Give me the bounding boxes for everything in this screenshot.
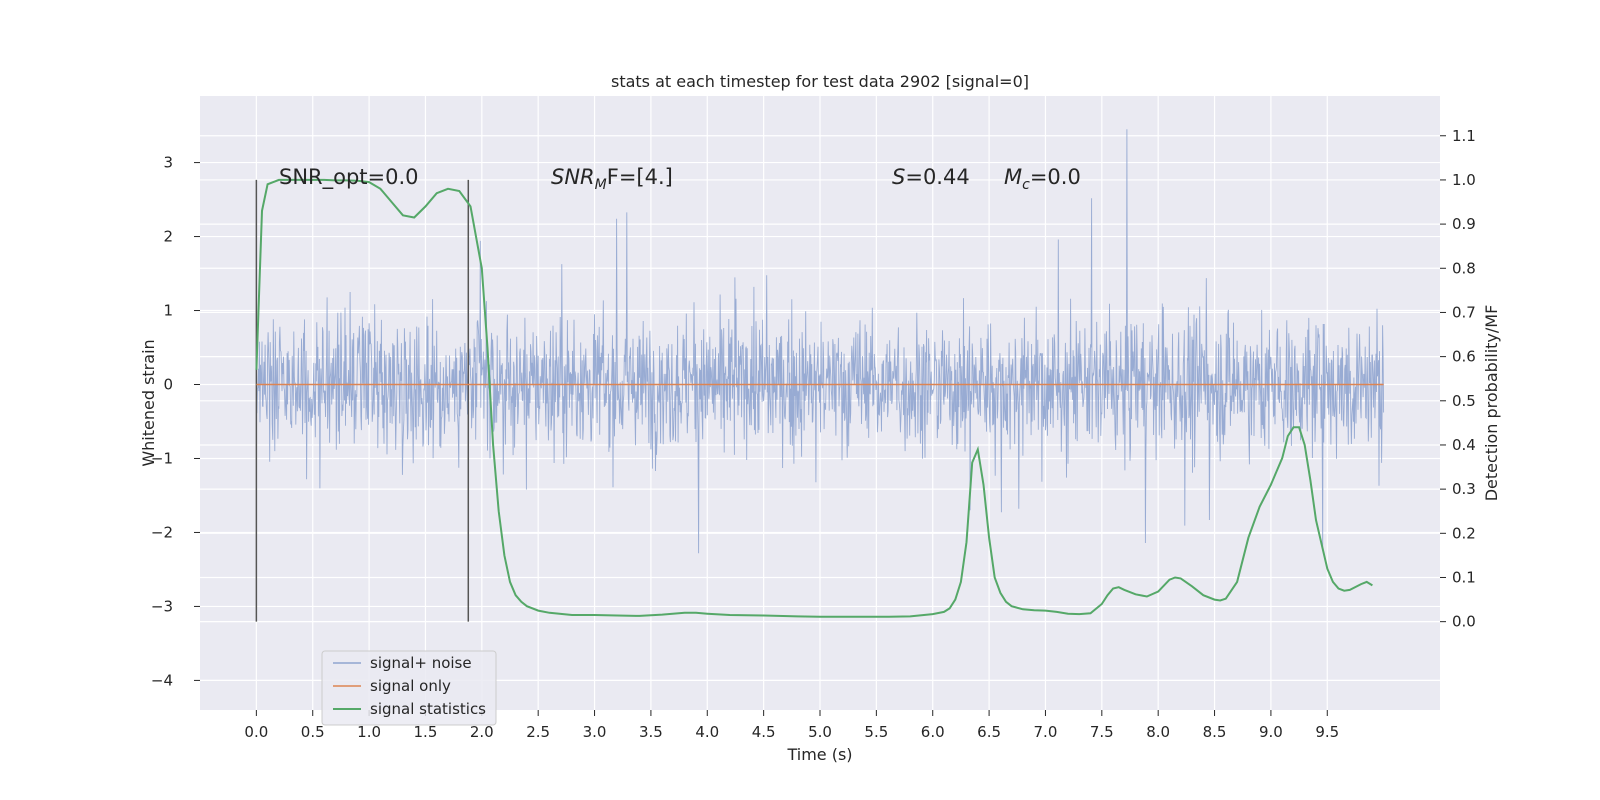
- annotation-snr-opt: SNR_opt=0.0: [279, 165, 419, 190]
- x-tick-label: 8.0: [1146, 723, 1170, 741]
- x-tick-label: 0.5: [301, 723, 325, 741]
- x-tick-label: 7.5: [1090, 723, 1114, 741]
- x-tick-label: 2.5: [526, 723, 550, 741]
- y-tick-labels: 3 2 1 0 −1 −2 −3 −4: [151, 154, 200, 689]
- annotation-mc: Mc=0.0: [1004, 165, 1081, 193]
- y2-tick-label: 0.5: [1452, 392, 1476, 410]
- signal-statistics-line: [255, 178, 1373, 618]
- vertical-markers: [255, 179, 470, 622]
- x-tick-label: 1.5: [414, 723, 438, 741]
- x-tick-label: 5.5: [864, 723, 888, 741]
- x-tick-label: 9.5: [1315, 723, 1339, 741]
- y2-tick-label: 0.9: [1452, 215, 1476, 233]
- x-tick-label: 5.0: [808, 723, 832, 741]
- chart-title: stats at each timestep for test data 290…: [611, 72, 1029, 91]
- legend-label-statistics: signal statistics: [370, 700, 486, 718]
- y2-tick-label: 0.8: [1452, 259, 1476, 277]
- legend-label-noise: signal+ noise: [370, 654, 472, 672]
- x-tick-label: 0.0: [244, 723, 268, 741]
- y2-axis-label: Detection probability/MF: [1482, 305, 1501, 502]
- x-tick-label: 2.0: [470, 723, 494, 741]
- y-tick-label: −2: [151, 523, 173, 541]
- y2-tick-labels: 1.1 1.0 0.9 0.8 0.7 0.6 0.5 0.4 0.3 0.2 0.1 0.0: [1440, 127, 1476, 631]
- x-tick-labels: 0.0 0.5 1.0 1.5 2.0 2.5 3.0 3.5 4.0 4.5 5.0 5.5 6.0 6…: [244, 710, 1339, 741]
- x-tick-label: 8.5: [1203, 723, 1227, 741]
- y-tick-label: 3: [163, 154, 173, 172]
- noise-trace: [255, 129, 1385, 554]
- x-tick-label: 9.0: [1259, 723, 1283, 741]
- y-tick-label: −1: [151, 449, 173, 467]
- y-tick-label: −3: [151, 597, 173, 615]
- x-tick-label: 3.0: [583, 723, 607, 741]
- x-tick-label: 6.0: [921, 723, 945, 741]
- legend: signal+ noise signal only signal statist…: [321, 650, 497, 726]
- y2-tick-label: 0.2: [1452, 524, 1476, 542]
- y-tick-label: 1: [163, 302, 173, 320]
- y-tick-label: −4: [151, 671, 173, 689]
- y2-tick-label: 0.7: [1452, 303, 1476, 321]
- annotation-snr-mf: SNRMF=[4.]: [551, 165, 673, 193]
- x-tick-label: 6.5: [977, 723, 1001, 741]
- y2-tick-label: 1.0: [1452, 171, 1476, 189]
- y2-tick-label: 0.6: [1452, 348, 1476, 366]
- x-tick-label: 3.5: [639, 723, 663, 741]
- x-axis-label: Time (s): [786, 745, 852, 764]
- annotation-s: S=0.44: [892, 165, 970, 189]
- y-axis-label: Whitened strain: [139, 339, 158, 466]
- y-tick-label: 2: [163, 228, 173, 246]
- y2-tick-label: 0.4: [1452, 436, 1476, 454]
- signal-noise-series: [255, 129, 1385, 554]
- legend-box: [321, 650, 497, 726]
- x-tick-label: 1.0: [357, 723, 381, 741]
- y-tick-label: 0: [163, 376, 173, 394]
- x-tick-label: 4.0: [695, 723, 719, 741]
- x-tick-label: 4.5: [752, 723, 776, 741]
- x-tick-label: 7.0: [1034, 723, 1058, 741]
- y2-tick-label: 0.0: [1452, 613, 1476, 631]
- legend-label-signal-only: signal only: [370, 677, 451, 695]
- y2-tick-label: 1.1: [1452, 127, 1476, 145]
- y2-tick-label: 0.3: [1452, 480, 1476, 498]
- y2-tick-label: 0.1: [1452, 568, 1476, 586]
